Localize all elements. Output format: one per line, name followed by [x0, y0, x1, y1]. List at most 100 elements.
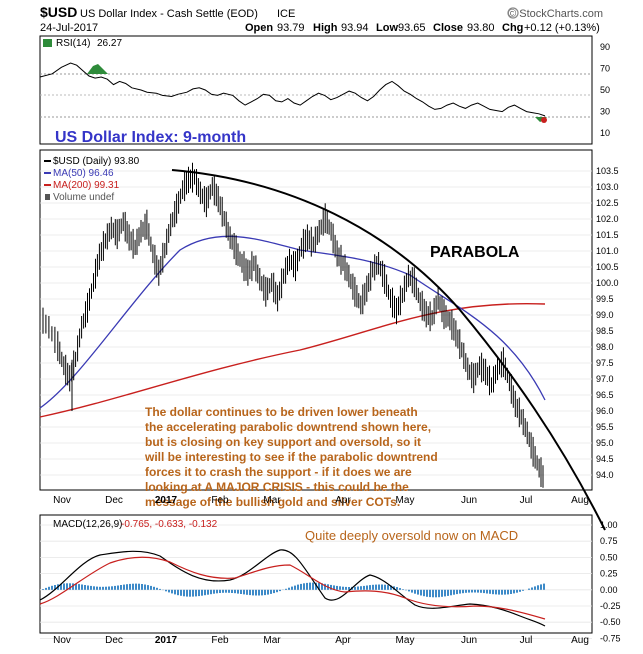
macd-histogram-bar — [438, 589, 440, 598]
x-axis-label: May — [396, 635, 415, 646]
macd-histogram-bar — [501, 589, 503, 595]
rsi-axis: 90 70 50 30 10 — [600, 42, 610, 138]
price-tick-label: 96.5 — [596, 390, 614, 400]
macd-histogram-bar — [255, 589, 257, 596]
macd-histogram-bar — [117, 585, 119, 590]
macd-histogram-bar — [114, 585, 116, 590]
macd-histogram-bar — [342, 586, 344, 590]
high-value: 93.94 — [341, 22, 369, 34]
macd-histogram-bar — [249, 589, 251, 596]
price-tick-label: 103.5 — [596, 166, 619, 176]
macd-histogram-bar — [408, 589, 410, 592]
macd-histogram-bar — [516, 589, 518, 593]
macd-histogram-bar — [246, 589, 248, 595]
x-axis-label: Dec — [105, 635, 123, 646]
macd-histogram-bar — [147, 585, 149, 590]
macd-histogram-bar — [291, 586, 293, 590]
macd-histogram-bar — [168, 589, 170, 593]
price-tick-label: 95.5 — [596, 422, 614, 432]
macd-histogram-bar — [264, 589, 266, 596]
macd-histogram-bar — [288, 587, 290, 590]
macd-histogram-bar — [477, 589, 479, 593]
macd-histogram-bar — [294, 585, 296, 590]
macd-histogram-bar — [156, 587, 158, 590]
macd-label: MACD(12,26,9) — [53, 519, 122, 530]
macd-histogram-bar — [222, 589, 224, 593]
macd-histogram-bar — [474, 589, 476, 593]
macd-histogram-bar — [423, 589, 425, 597]
macd-histogram-bar — [99, 586, 101, 590]
price-tick-label: 103.0 — [596, 182, 619, 192]
macd-histogram-bar — [51, 585, 53, 590]
macd-histogram-bar — [132, 583, 134, 590]
macd-histogram-bar — [372, 584, 374, 590]
instrument-title: US Dollar Index - Cash Settle (EOD) — [80, 8, 258, 20]
macd-histogram-bar — [519, 589, 521, 592]
macd-histogram-bar — [375, 584, 377, 590]
symbol: $USD — [40, 4, 77, 20]
macd-histogram-bar — [471, 589, 473, 593]
macd-histogram-bar — [267, 589, 269, 595]
macd-histogram-bar — [357, 586, 359, 590]
macd-histogram-bar — [528, 588, 530, 590]
macd-histogram-bar — [396, 587, 398, 590]
legend-volume-swatch-icon — [45, 194, 50, 200]
macd-histogram-bar — [135, 583, 137, 590]
x-axis-label: Jul — [520, 635, 533, 646]
macd-histogram-bar — [198, 589, 200, 597]
price-tick-label: 94.0 — [596, 470, 614, 480]
macd-histogram-bar — [330, 584, 332, 590]
macd-histogram-bar — [345, 586, 347, 590]
macd-histogram-bar — [81, 584, 83, 590]
macd-tick-label: 0.50 — [600, 552, 618, 562]
rsi-tick-label: 30 — [600, 107, 610, 117]
macd-histogram-bar — [306, 582, 308, 590]
macd-tick-label: 0.25 — [600, 569, 618, 579]
x-axis-label: Nov — [53, 635, 71, 646]
price-tick-label: 101.0 — [596, 246, 619, 256]
macd-histogram-bar — [228, 589, 230, 593]
macd-histogram — [42, 582, 545, 598]
price-tick-label: 97.0 — [596, 374, 614, 384]
comment-line: will be interesting to see if the parabo… — [144, 450, 438, 464]
price-comment: The dollar continues to be driven lower … — [144, 405, 438, 509]
macd-histogram-bar — [111, 586, 113, 590]
macd-histogram-bar — [498, 589, 500, 595]
macd-histogram-bar — [96, 586, 98, 590]
macd-histogram-bar — [186, 589, 188, 597]
macd-histogram-bar — [486, 589, 488, 594]
macd-histogram-bar — [141, 584, 143, 590]
macd-histogram-bar — [495, 589, 497, 595]
macd-histogram-bar — [450, 589, 452, 596]
macd-histogram-bar — [270, 589, 272, 594]
macd-note: Quite deeply oversold now on MACD — [305, 528, 518, 543]
price-tick-label: 94.5 — [596, 454, 614, 464]
macd-histogram-bar — [432, 589, 434, 598]
macd-histogram-bar — [75, 583, 77, 590]
macd-histogram-bar — [459, 589, 461, 594]
macd-histogram-bar — [234, 589, 236, 594]
macd-histogram-bar — [453, 589, 455, 595]
x-axis-label: Dec — [105, 495, 123, 506]
low-value: 93.65 — [398, 22, 426, 34]
macd-histogram-bar — [468, 589, 470, 593]
macd-histogram-bar — [348, 587, 350, 590]
macd-histogram-bar — [402, 589, 404, 590]
price-tick-label: 100.0 — [596, 278, 619, 288]
macd-values: -0.765, -0.633, -0.132 — [121, 519, 218, 530]
macd-histogram-bar — [399, 588, 401, 590]
legend-ma50: MA(50) 96.46 — [53, 168, 114, 179]
macd-histogram-bar — [411, 589, 413, 593]
macd-histogram-bar — [309, 582, 311, 590]
x-axis-label: Aug — [571, 495, 589, 506]
macd-histogram-bar — [543, 583, 545, 590]
macd-histogram-bar — [207, 589, 209, 595]
macd-histogram-bar — [123, 584, 125, 590]
comment-line: The dollar continues to be driven lower … — [145, 405, 418, 419]
macd-frame — [39, 514, 593, 634]
x-axis-label: May — [396, 495, 415, 506]
macd-line — [39, 549, 546, 627]
macd-histogram-bar — [189, 589, 191, 597]
macd-histogram-bar — [201, 589, 203, 596]
macd-histogram-bar — [318, 582, 320, 590]
